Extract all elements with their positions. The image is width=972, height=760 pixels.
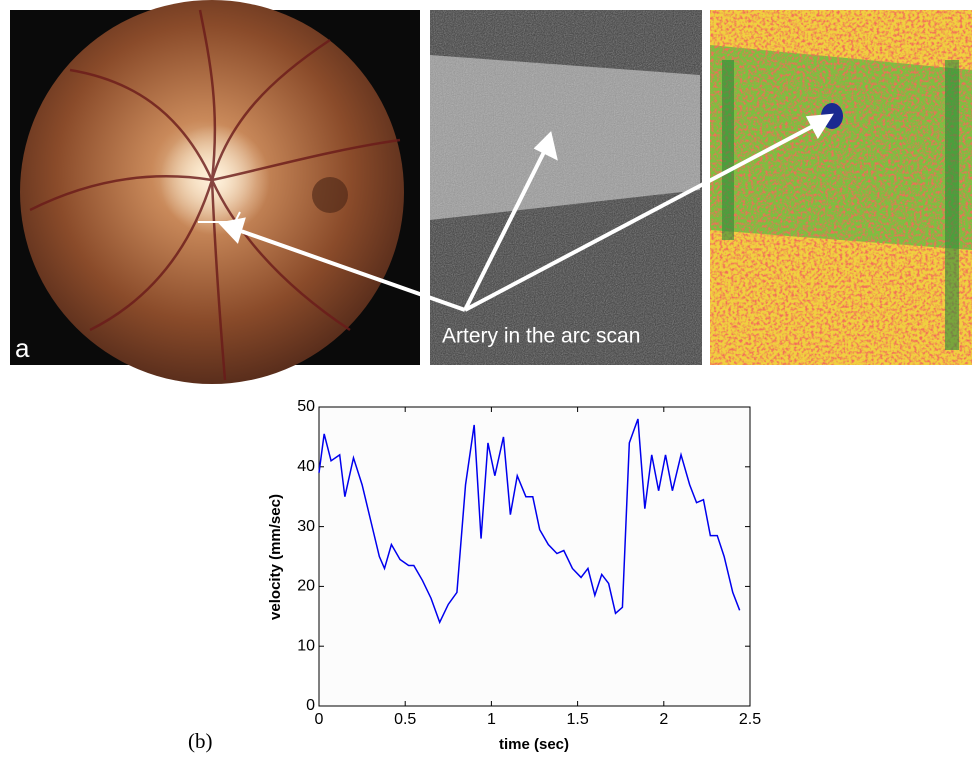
- y-tick-label: 40: [297, 458, 315, 475]
- macula: [312, 177, 348, 213]
- x-axis-label: time (sec): [499, 736, 569, 753]
- y-tick-label: 30: [297, 518, 315, 535]
- doppler-edge: [722, 60, 734, 240]
- doppler-noise: [710, 10, 972, 365]
- y-tick-label: 20: [297, 578, 315, 595]
- figure: a Artery in the arc scan time (sec) velo…: [0, 0, 972, 755]
- oct-noise: [430, 10, 702, 365]
- x-tick-label: 0.5: [394, 711, 416, 728]
- panel-label: (b): [188, 729, 213, 753]
- x-tick-label: 2.5: [739, 711, 761, 728]
- plot-area: [319, 407, 750, 706]
- panel-label: a: [15, 333, 30, 363]
- y-axis-label: velocity (mm/sec): [267, 494, 284, 620]
- x-tick-label: 2: [659, 711, 668, 728]
- y-tick-label: 10: [297, 637, 315, 654]
- y-tick-label: 50: [297, 398, 315, 415]
- x-tick-label: 1.5: [566, 711, 588, 728]
- annotation: Artery in the arc scan: [442, 325, 640, 348]
- x-tick-label: 1: [487, 711, 496, 728]
- doppler-edge: [945, 60, 959, 350]
- x-tick-label: 0: [315, 711, 324, 728]
